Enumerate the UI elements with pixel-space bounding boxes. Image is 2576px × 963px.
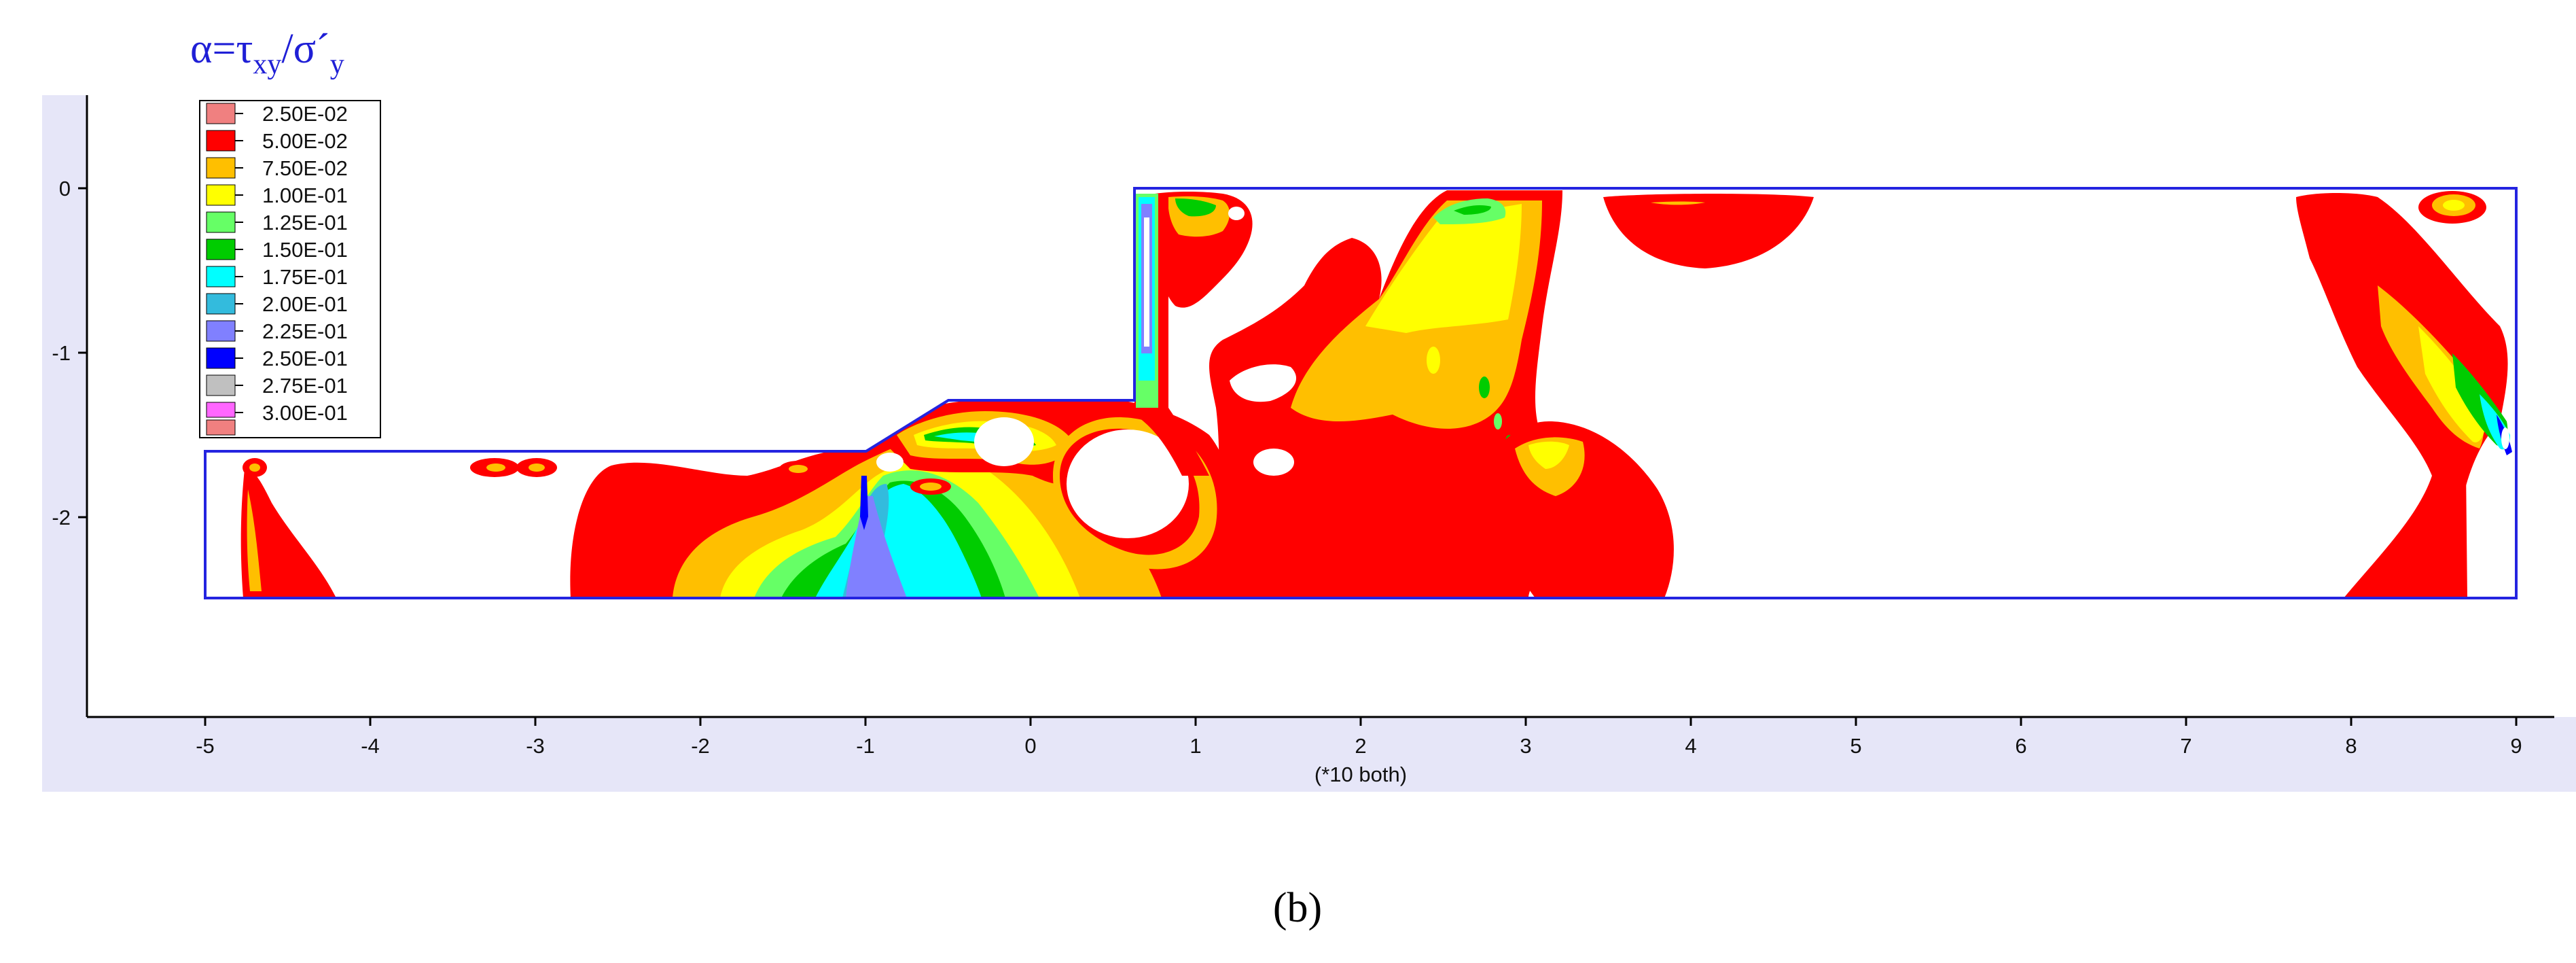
x-tick-label: -2 <box>691 734 710 758</box>
contour-orange-left-cap <box>249 463 260 472</box>
contour-void-oval <box>1067 430 1189 538</box>
x-tick-label: 7 <box>2180 734 2192 758</box>
legend-swatch <box>206 347 236 369</box>
x-tick-label: -5 <box>196 734 215 758</box>
formula-tau: τ <box>236 26 253 72</box>
legend-label: 5.00E-02 <box>262 129 348 153</box>
contour-white-strip <box>1144 217 1149 347</box>
contour-yellow-right-plume <box>2418 326 2486 442</box>
legend-label: 1.25E-01 <box>262 211 348 234</box>
y-tick-label: -2 <box>52 506 71 529</box>
contour-orange-island <box>486 463 505 472</box>
legend-swatch <box>206 184 236 206</box>
x-tick-label: -4 <box>361 734 380 758</box>
formula-slash: / <box>281 26 293 72</box>
formula-tau-subscript: xy <box>253 49 281 80</box>
x-tick-label: 8 <box>2345 734 2357 758</box>
contour-green-top-blob <box>1175 198 1216 217</box>
contour-void-hole <box>1230 364 1297 402</box>
legend-label: 7.50E-02 <box>262 156 348 180</box>
y-tick-label: 0 <box>59 177 71 200</box>
x-tick-label: 5 <box>1850 734 1861 758</box>
legend-label: 1.00E-01 <box>262 183 348 207</box>
legend-label: 3.00E-01 <box>262 401 348 425</box>
contour-void-right-core <box>2501 427 2509 449</box>
contour-green-mass <box>1454 205 1491 215</box>
legend-label: 2.25E-01 <box>262 319 348 343</box>
legend-swatches <box>206 103 236 436</box>
domain-outline <box>204 187 2518 599</box>
contour-yellow-right-cap <box>2443 200 2465 211</box>
formula-title: α=τxy/σ´y <box>190 26 344 80</box>
legend-swatch <box>206 402 236 418</box>
contour-orange-left-plume <box>247 489 262 591</box>
legend-swatch <box>206 419 236 436</box>
legend-swatch <box>206 103 236 124</box>
y-tick-label: -1 <box>52 341 71 365</box>
legend-label: 2.75E-01 <box>262 374 348 398</box>
x-tick-label: 3 <box>1520 734 1531 758</box>
legend-swatch <box>206 157 236 179</box>
formula-alpha: α <box>190 26 212 72</box>
contour-red-right-spike <box>2446 469 2467 598</box>
contour-field <box>240 190 2512 598</box>
x-tick-label: 4 <box>1685 734 1696 758</box>
x-tick-label: 9 <box>2510 734 2522 758</box>
contour-yellow-orb <box>1528 441 1569 469</box>
legend-swatch <box>206 211 236 233</box>
x-axis-ticks <box>204 717 2518 726</box>
legend-swatch <box>206 374 236 396</box>
y-axis-ticks <box>78 187 87 519</box>
contour-void-hole <box>1253 449 1294 476</box>
legend-tick-marks <box>235 113 243 413</box>
contour-orange-top-lens <box>1651 201 1705 205</box>
x-tick-label: 2 <box>1355 734 1366 758</box>
contour-blue-needle <box>860 476 868 530</box>
figure-caption: (b) <box>1273 885 1322 931</box>
y-axis-tick-labels: 0 -1 -2 <box>52 177 71 529</box>
x-tick-label: 0 <box>1024 734 1036 758</box>
legend-swatch <box>206 239 236 260</box>
x-tick-label: -1 <box>856 734 875 758</box>
x-tick-label: 1 <box>1189 734 1201 758</box>
legend-label: 1.50E-01 <box>262 238 348 262</box>
contour-green-speckle <box>1494 413 1502 430</box>
legend-label: 2.50E-02 <box>262 102 348 126</box>
contour-red-top-lens <box>1603 194 1814 268</box>
formula-sigma: σ´ <box>293 26 330 72</box>
contour-orange-pocket <box>920 483 942 491</box>
contour-orange-pocket <box>789 465 808 473</box>
contour-void-tiny <box>1228 207 1245 220</box>
legend-swatch <box>206 266 236 287</box>
legend-swatch <box>206 130 236 152</box>
contour-yellow-speckle <box>1427 347 1440 374</box>
contour-violet-central <box>846 496 907 598</box>
contour-void-pocket <box>876 453 904 472</box>
legend: 2.50E-02 5.00E-02 7.50E-02 1.00E-01 1.25… <box>199 100 381 438</box>
legend-label: 2.00E-01 <box>262 292 348 316</box>
x-tick-label: 6 <box>2015 734 2026 758</box>
x-axis-tick-labels: -5 -4 -3 -2 -1 0 1 2 3 4 5 6 7 8 9 <box>196 734 2522 758</box>
contour-green-speckle <box>1479 377 1490 398</box>
contour-yellow-mass <box>1365 204 1522 333</box>
contour-orange-island <box>529 463 545 472</box>
x-axis-unit-label: (*10 both) <box>1314 763 1407 786</box>
legend-swatch <box>206 293 236 315</box>
legend-label: 1.75E-01 <box>262 265 348 289</box>
contour-red-left-plume <box>240 469 336 598</box>
legend-label: 2.50E-01 <box>262 347 348 370</box>
formula-equals: = <box>212 26 236 72</box>
contour-void-pocket <box>974 417 1034 466</box>
formula-sigma-subscript: y <box>330 49 344 80</box>
x-tick-label: -3 <box>526 734 545 758</box>
legend-swatch <box>206 320 236 342</box>
